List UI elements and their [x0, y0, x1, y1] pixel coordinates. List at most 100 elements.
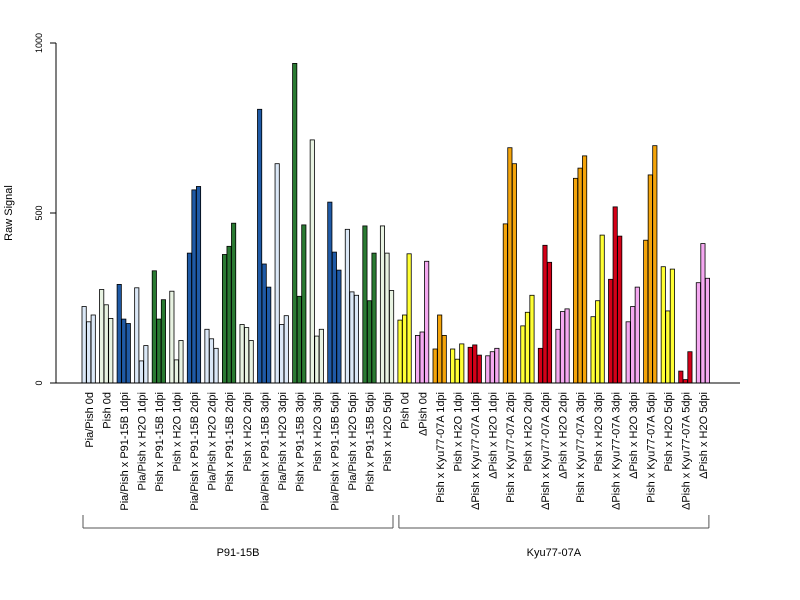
bar: [507, 147, 513, 384]
bar: [643, 239, 649, 384]
bar: [116, 283, 122, 384]
bar: [454, 358, 460, 384]
x-tick-label: Pia/Pish x P91-15B 2dpi: [189, 392, 201, 511]
bar: [542, 244, 548, 384]
bar: [261, 263, 267, 384]
x-tick-label: Pish x Kyu77-07A 3dpi: [575, 392, 587, 503]
bar: [274, 163, 280, 384]
bar: [494, 347, 500, 384]
x-tick-label: Pish 0d: [101, 392, 113, 429]
bar: [547, 261, 553, 384]
group-brackets: P91-15B Kyu77-07A: [82, 515, 710, 559]
bar: [173, 359, 179, 384]
x-tick-label: ΔPish x Kyu77-07A 1dpi: [470, 392, 482, 510]
bar: [221, 254, 228, 384]
x-tick-label: Pish x H2O 2dpi: [242, 392, 254, 471]
bar: [560, 311, 566, 384]
x-tick-label: Pish x P91-15B 3dpi: [294, 392, 306, 492]
bar: [371, 252, 377, 384]
bar: [647, 174, 653, 384]
bar: [90, 314, 96, 384]
bar: [186, 252, 192, 384]
bar: [349, 291, 355, 384]
bar: [511, 163, 517, 384]
x-tick-label: Pish 0d: [400, 392, 412, 429]
bar: [687, 351, 693, 384]
bar: [362, 225, 368, 384]
bar: [432, 348, 438, 384]
bar: [169, 290, 175, 384]
x-tick-label: Pish x H2O 3dpi: [593, 392, 605, 471]
bar: [608, 278, 614, 384]
bar: [678, 370, 684, 384]
bar: [301, 224, 307, 384]
bar: [472, 344, 478, 384]
bar: [524, 311, 530, 384]
bar: [366, 300, 373, 384]
x-tick-label: ΔPish x Kyu77-07A 5dpi: [681, 392, 693, 510]
bar: [204, 328, 210, 384]
bar: [81, 306, 87, 384]
bar: [700, 243, 706, 384]
bar: [502, 223, 508, 384]
x-tick-label: Pia/Pish x H2O 5dpi: [347, 392, 359, 490]
bar: [266, 286, 272, 384]
y-tick-label: 500: [34, 205, 44, 220]
x-tick-label: ΔPish x H2O 5dpi: [698, 392, 710, 479]
category-labels: Pia/Pish 0d Pish 0d Pia/Pish x P91-15B 1dp…: [84, 392, 710, 511]
x-tick-label: Pia/Pish x H2O 1dpi: [136, 392, 148, 490]
bar: [160, 299, 166, 384]
bar: [353, 294, 360, 384]
bar: [138, 360, 144, 384]
bar: [450, 348, 456, 384]
bar: [292, 63, 298, 384]
bar: [143, 345, 149, 384]
bar: [682, 379, 688, 384]
x-tick-label: Pish x P91-15B 5dpi: [365, 392, 377, 492]
bar: [625, 321, 631, 384]
bar: [489, 351, 495, 384]
x-tick-label: ΔPish 0d: [417, 392, 429, 436]
bar: [99, 289, 105, 384]
y-tick-label: 1000: [34, 33, 44, 53]
group-label: P91-15B: [217, 547, 260, 559]
y-tick-label: 0: [34, 380, 44, 385]
bar: [669, 268, 675, 384]
x-tick-label: Pia/Pish 0d: [84, 392, 96, 448]
bar: [520, 325, 526, 384]
bar: [660, 266, 666, 384]
bar: [103, 304, 109, 384]
x-tick-label: Pish x H2O 1dpi: [172, 392, 184, 471]
y-axis: 0 500 1000: [34, 33, 57, 386]
bar: [226, 245, 232, 384]
x-tick-label: Pish x P91-15B 1dpi: [154, 392, 166, 492]
bar: [156, 318, 162, 384]
bar: [309, 139, 315, 384]
bar: [467, 346, 473, 384]
bar: [582, 155, 588, 384]
bar: [564, 308, 570, 384]
x-tick-label: ΔPish x H2O 1dpi: [487, 392, 499, 479]
y-axis-label: Raw Signal: [3, 185, 15, 241]
bar: [590, 316, 596, 384]
bar: [485, 355, 491, 384]
bar: [384, 252, 390, 384]
bar: [279, 324, 285, 384]
bar: [257, 108, 263, 384]
bar: [577, 167, 583, 384]
bar: [336, 269, 342, 384]
bar: [296, 295, 302, 384]
bar: [121, 318, 127, 384]
bar: [134, 287, 140, 384]
bar: [476, 354, 482, 384]
x-tick-label: Pish x P91-15B 2dpi: [224, 392, 236, 492]
bar: [630, 306, 636, 384]
x-tick-label: Pish x H2O 3dpi: [312, 392, 324, 471]
bar: [86, 321, 92, 384]
x-tick-label: Pish x H2O 5dpi: [663, 392, 675, 471]
group-label: Kyu77-07A: [527, 547, 582, 559]
bar: [537, 347, 543, 384]
bar: [595, 300, 601, 384]
bar: [248, 340, 254, 384]
